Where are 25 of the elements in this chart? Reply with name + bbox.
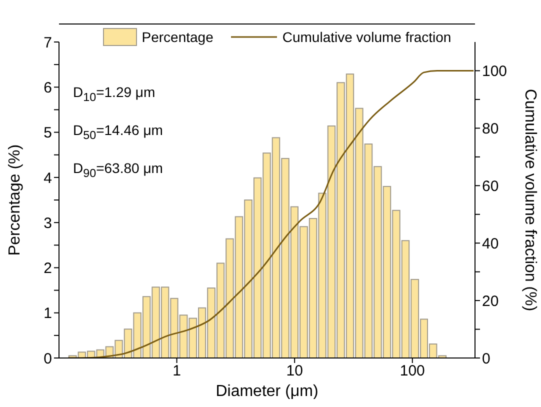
y-tick-label: 6 (44, 79, 52, 96)
x-tick-label: 100 (400, 362, 425, 380)
x-tick-label: 10 (286, 362, 303, 380)
y2-tick-label: 60 (482, 178, 499, 195)
y2-tick-label: 80 (482, 120, 499, 138)
y2-tick-label: 40 (482, 235, 499, 252)
y-tick-label: 5 (44, 124, 52, 142)
annotation: D$_{10}$=1.29 μm (73, 83, 156, 106)
y-tick-label: 1 (44, 305, 52, 322)
y-tick-label: 0 (44, 350, 52, 368)
y2-tick-label: 100 (482, 63, 508, 80)
x-axis-title: Diameter (μm) (216, 383, 318, 400)
y-tick-label: 2 (44, 260, 52, 278)
y-tick-label: 4 (44, 170, 52, 187)
annotation: D$_{50}$=14.46 μm (73, 120, 163, 144)
y-axis-title: Percentage (%) (6, 144, 24, 256)
legend-label: Cumulative volume fraction (282, 29, 452, 45)
legend-label: Percentage (142, 29, 214, 45)
annotation: D$_{90}$=63.80 μm (73, 158, 163, 182)
y-tick-label: 7 (44, 34, 52, 52)
x-tick-label: 1 (172, 362, 181, 380)
y-tick-label: 3 (44, 214, 52, 232)
y2-axis-title: Cumulative volume fraction (%) (521, 88, 538, 312)
y2-tick-label: 20 (482, 292, 499, 310)
y2-tick-label: 0 (482, 350, 490, 368)
